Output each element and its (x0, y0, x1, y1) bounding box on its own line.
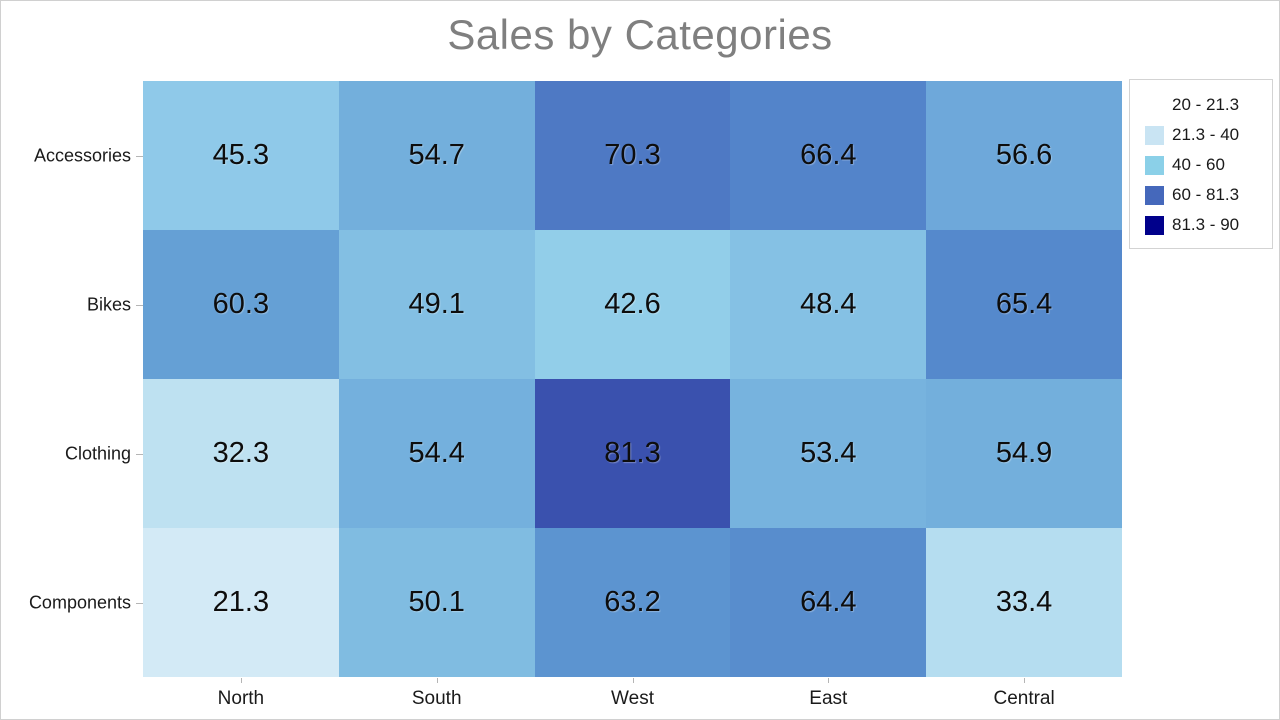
y-axis-label: Bikes (86, 294, 131, 314)
heatmap-cell[interactable]: 42.6 (534, 230, 731, 379)
heatmap-cell[interactable]: 70.3 (534, 81, 731, 230)
x-axis-label: North (217, 688, 265, 709)
heatmap-cell[interactable]: 21.3 (143, 528, 339, 677)
legend-label: 40 - 60 (1172, 155, 1225, 174)
heatmap-plot: 45.3 54.7 70.3 66.4 56.6 60.3 49.1 42.6 48.4 65.4… (143, 81, 1122, 677)
legend-label: 60 - 81.3 (1172, 185, 1240, 204)
legend-label: 81.3 - 90 (1172, 215, 1240, 234)
x-axis-tick (633, 678, 634, 683)
y-axis-label: Accessories (33, 145, 131, 165)
x-axis-tick (241, 678, 242, 683)
y-axis-tick (136, 156, 143, 157)
heatmap-cell[interactable]: 64.4 (730, 528, 927, 677)
heatmap-cell[interactable]: 32.3 (143, 379, 339, 528)
y-axis-tick (136, 305, 143, 306)
heatmap-cell[interactable]: 54.9 (926, 379, 1122, 528)
x-axis-tick (828, 678, 829, 683)
y-axis-tick (136, 454, 143, 455)
x-axis-tick (437, 678, 438, 683)
legend-swatch (1145, 125, 1164, 145)
heatmap-cell[interactable]: 54.4 (338, 379, 535, 528)
chart-title: Sales by Categories (447, 11, 833, 58)
legend-label: 21.3 - 40 (1172, 125, 1240, 144)
legend-item[interactable]: 20 - 21.3 (1130, 90, 1272, 120)
heatmap-cell[interactable]: 49.1 (338, 230, 535, 379)
x-axis-label: East (809, 688, 848, 709)
heatmap-cell[interactable]: 48.4 (730, 230, 927, 379)
x-axis-tick (1024, 678, 1025, 683)
heatmap-cell[interactable]: 45.3 (143, 81, 339, 230)
y-axis-tick (136, 603, 143, 604)
heatmap-cell[interactable]: 66.4 (730, 81, 927, 230)
legend-swatch (1145, 95, 1164, 115)
legend-item[interactable]: 81.3 - 90 (1130, 210, 1272, 240)
legend: 20 - 21.3 21.3 - 40 40 - 60 60 - 81.3 81.3 -… (1129, 79, 1273, 249)
heatmap-cell[interactable]: 53.4 (730, 379, 927, 528)
heatmap-cell[interactable]: 50.1 (338, 528, 535, 677)
heatmap-cell[interactable]: 81.3 (534, 379, 731, 528)
legend-item[interactable]: 60 - 81.3 (1130, 180, 1272, 210)
legend-swatch (1145, 185, 1164, 205)
legend-swatch (1145, 155, 1164, 175)
y-axis-label: Clothing (64, 443, 131, 463)
y-axis-label: Components (28, 592, 131, 612)
heatmap-cell[interactable]: 54.7 (338, 81, 535, 230)
x-axis-label: West (611, 688, 654, 709)
heatmap-cell[interactable]: 33.4 (926, 528, 1122, 677)
legend-swatch (1145, 215, 1164, 235)
heatmap-cell[interactable]: 63.2 (534, 528, 731, 677)
legend-label: 20 - 21.3 (1172, 95, 1240, 114)
legend-item[interactable]: 40 - 60 (1130, 150, 1272, 180)
heatmap-cell[interactable]: 65.4 (926, 230, 1122, 379)
heatmap-cell[interactable]: 56.6 (926, 81, 1122, 230)
legend-item[interactable]: 21.3 - 40 (1130, 120, 1272, 150)
heatmap-cell[interactable]: 60.3 (143, 230, 339, 379)
x-axis-label: Central (993, 688, 1055, 709)
x-axis-label: South (411, 688, 462, 709)
